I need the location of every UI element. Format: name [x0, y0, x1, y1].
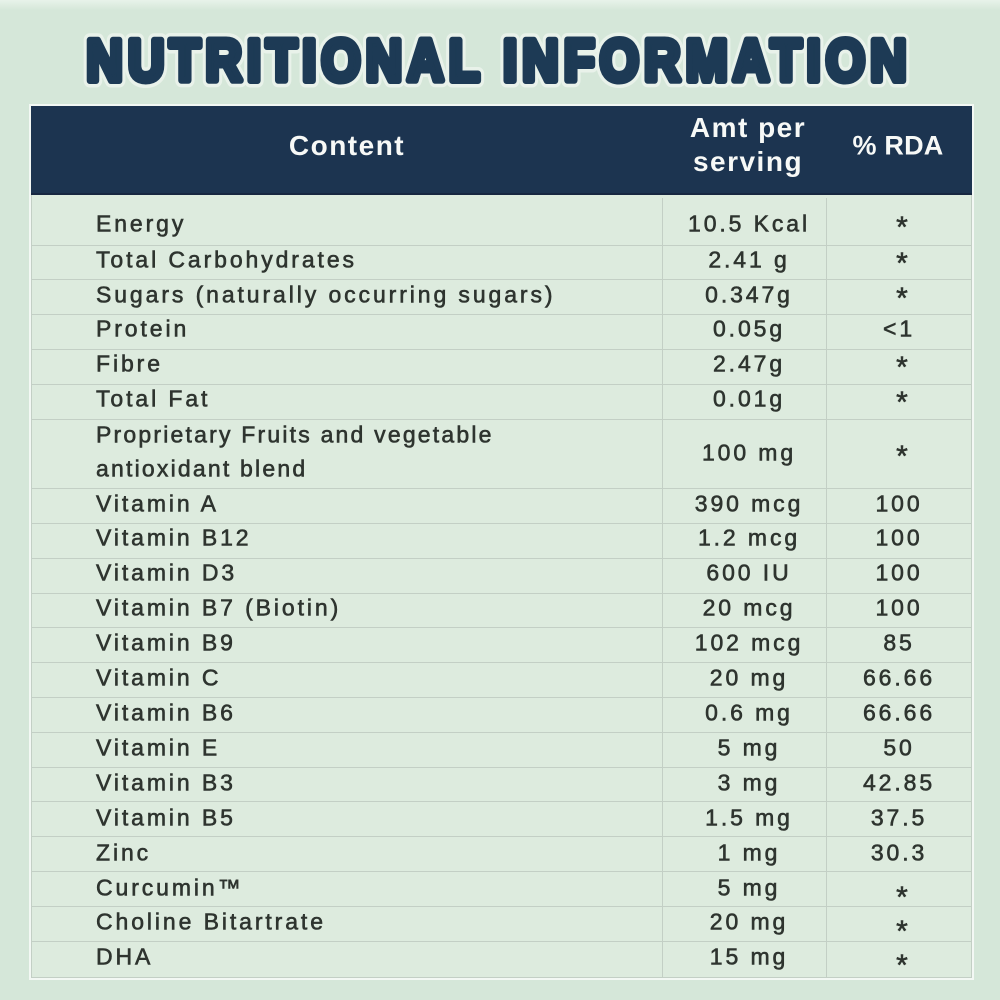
svg-text:NUTRITIONAL INFORMATION: NUTRITIONAL INFORMATION — [86, 28, 911, 93]
svg-text:NUTRITIONAL INFORMATION: NUTRITIONAL INFORMATION — [86, 28, 911, 93]
